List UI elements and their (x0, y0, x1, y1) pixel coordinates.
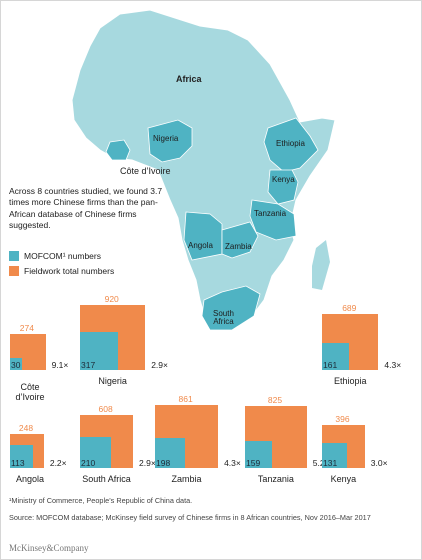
africa-landmass (71, 9, 336, 331)
mofcom-swatch (9, 250, 19, 261)
fieldwork-value-label: 825 (267, 395, 283, 406)
intro-text: Across 8 countries studied, we found 3.7… (9, 186, 163, 230)
country-label: Côte d’Ivoire (15, 382, 45, 402)
cote-divoire-shape (105, 139, 131, 161)
mofcom-value-label: 210 (81, 458, 96, 468)
angola-shape (183, 211, 223, 261)
mofcom-value-label: 113 (11, 458, 25, 468)
mofcom-value-label: 30 (11, 360, 21, 370)
mofcom-square (80, 331, 119, 370)
mofcom-value-label: 131 (323, 458, 338, 468)
mofcom-square (80, 436, 112, 468)
mofcom-square (10, 445, 33, 468)
mofcom-value-label: 159 (246, 458, 261, 468)
zambia-shape (221, 221, 259, 259)
ratio-label: 4.3× (384, 360, 402, 370)
mofcom-square (322, 443, 347, 468)
africa-map (71, 9, 336, 331)
tanzania-shape (249, 199, 297, 241)
legend-item-mofcom: MOFCOM¹ numbers (9, 249, 114, 262)
mofcom-square (10, 358, 22, 370)
nigeria-map-label: Nigeria (153, 134, 179, 143)
fieldwork-value-label: 396 (335, 414, 350, 425)
fieldwork-value-label: 608 (98, 403, 113, 414)
legend-label-fieldwork: Fieldwork total numbers (24, 265, 115, 276)
ratio-label: 2.2× (49, 458, 67, 468)
ratio-label: 9.1× (51, 360, 69, 370)
south-africa-label-line2: Africa (213, 317, 234, 326)
south-africa-shape (201, 285, 261, 331)
angola-map-label: Angola (188, 241, 213, 250)
madagascar-island (312, 240, 330, 290)
ratio-label: 5.2× (313, 458, 330, 468)
zambia-map-label: Zambia (225, 242, 252, 251)
source-note: Source: MOFCOM database; McKinsey field … (9, 513, 371, 522)
mofcom-square (322, 342, 350, 370)
ethiopia-map-label: Ethiopia (276, 139, 305, 148)
ethiopia-shape (263, 117, 319, 173)
legend-item-fieldwork: Fieldwork total numbers (9, 264, 114, 277)
brand-logo: McKinsey&Company (9, 543, 89, 553)
footnote: ¹Ministry of Commerce, People’s Republic… (9, 496, 193, 505)
tanzania-map-label: Tanzania (254, 209, 287, 218)
kenya-map-label: Kenya (272, 175, 295, 184)
country-label: Angola (15, 474, 45, 484)
fieldwork-value-label: 920 (104, 293, 119, 304)
mofcom-square (245, 440, 273, 468)
legend-label-mofcom: MOFCOM¹ numbers (24, 250, 101, 261)
country-label: South Africa (82, 474, 131, 484)
ratio-label: 3.0× (370, 458, 388, 468)
kenya-shape (267, 169, 299, 205)
nigeria-shape (147, 119, 193, 163)
mofcom-value-label: 198 (156, 458, 171, 468)
fieldwork-value-label: 689 (342, 302, 357, 313)
ratio-label: 2.9× (151, 360, 168, 370)
fieldwork-value-label: 274 (19, 323, 34, 334)
country-label: Nigeria (98, 376, 127, 386)
fieldwork-value-label: 248 (18, 423, 34, 434)
fieldwork-value-label: 861 (178, 393, 193, 404)
mofcom-value-label: 317 (81, 360, 96, 370)
cote-divoire-map-label: Côte d’Ivoire (120, 166, 171, 176)
country-label: Kenya (330, 474, 357, 484)
map-title: Africa (176, 74, 202, 84)
country-label: Tanzania (257, 474, 294, 484)
fieldwork-swatch (9, 265, 19, 276)
country-label: Zambia (171, 474, 202, 484)
mofcom-square (155, 437, 186, 468)
country-label: Ethiopia (333, 376, 367, 386)
legend: MOFCOM¹ numbers Fieldwork total numbers (9, 249, 114, 279)
mofcom-value-label: 161 (323, 360, 338, 370)
ratio-label: 2.9× (139, 458, 156, 468)
ratio-label: 4.3× (224, 458, 241, 468)
south-africa-label-line1: South (213, 309, 234, 318)
south-africa-map-label: South Africa (213, 310, 234, 326)
